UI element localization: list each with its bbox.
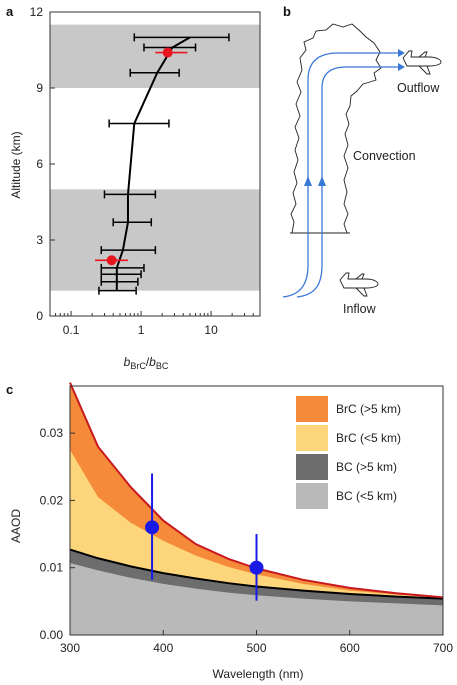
profile-errorbar-10 xyxy=(133,33,230,42)
c-y-tick-label-1: 0.01 xyxy=(40,561,64,575)
profile-errorbar-6 xyxy=(103,190,157,199)
profile-errorbar-5 xyxy=(112,218,153,227)
arrowhead-up-left xyxy=(304,176,312,186)
label-convection: Convection xyxy=(353,149,416,163)
arrowhead-outflow-upper xyxy=(398,49,405,57)
c-x-tick-label-3: 600 xyxy=(340,641,360,655)
c-x-tick-label-0: 300 xyxy=(60,641,80,655)
x-label-main-2: b xyxy=(149,355,156,369)
x-tick-label-1: 1 xyxy=(138,323,145,337)
y-tick-label-2: 6 xyxy=(36,157,43,171)
profile-errorbar-4 xyxy=(100,246,157,255)
inflow-arrow-inner xyxy=(296,66,398,298)
legend-label-2: BC (>5 km) xyxy=(336,460,397,474)
legend-label-3: BC (<5 km) xyxy=(336,489,397,503)
ratio-profile xyxy=(98,33,230,295)
panel-a-axes: 0 3 6 9 12 0.1 1 10 xyxy=(30,5,261,337)
x-tick-label-0: 0.1 xyxy=(63,323,80,337)
x-axis-label-wavelength: Wavelength (nm) xyxy=(213,667,304,681)
convective-cloud-outline xyxy=(290,23,382,234)
y-axis-label-aaod: AAOD xyxy=(9,509,23,543)
c-y-tick-label-3: 0.03 xyxy=(40,426,64,440)
red-points xyxy=(95,47,188,266)
altitude-band-0 xyxy=(50,189,260,291)
blue-marker-1 xyxy=(249,534,264,601)
legend: BrC (>5 km) BrC (<5 km) BC (>5 km) BC (<5 k… xyxy=(296,396,401,509)
airplane-icon-inflow xyxy=(339,272,379,297)
label-inflow: Inflow xyxy=(343,302,377,316)
panel-c-axes: 0.00 0.01 0.02 0.03 300 400 500 600 700 xyxy=(40,385,453,655)
legend-swatch-2 xyxy=(296,454,328,480)
red-point-0 xyxy=(95,255,128,266)
red-point-1 xyxy=(155,47,188,58)
blue-markers xyxy=(145,473,264,601)
panel-b-convection-diagram: Outflow Convection Inflow xyxy=(282,23,442,316)
airplane-icon-outflow xyxy=(402,50,442,75)
x-axis-label-ratio: bBrC/bBC xyxy=(124,355,169,371)
profile-errorbar-7 xyxy=(108,119,170,128)
c-y-tick-label-2: 0.02 xyxy=(40,493,64,507)
y-tick-label-3: 9 xyxy=(36,81,43,95)
panel-letter-a: a xyxy=(6,4,14,19)
arrowhead-up-right xyxy=(318,176,326,186)
profile-errorbar-0 xyxy=(98,286,137,295)
profile-errorbar-9 xyxy=(143,43,197,52)
x-label-main: b xyxy=(124,355,131,369)
aaod-lines xyxy=(69,382,444,600)
x-label-sep: / xyxy=(146,355,150,369)
c-x-tick-label-2: 500 xyxy=(246,641,266,655)
legend-swatch-1 xyxy=(296,425,328,451)
y-tick-label-0: 0 xyxy=(36,309,43,323)
blue-marker-0 xyxy=(145,473,160,580)
y-tick-label-4: 12 xyxy=(30,5,44,19)
arrowhead-outflow-lower xyxy=(398,63,405,71)
panel-letter-c: c xyxy=(6,382,13,397)
bc-total-line xyxy=(69,548,444,600)
inflow-arrow-outer xyxy=(282,52,398,298)
c-y-tick-label-0: 0.00 xyxy=(40,628,64,642)
y-axis-label-altitude: Altitude (km) xyxy=(9,131,23,198)
label-outflow: Outflow xyxy=(397,81,440,95)
c-x-tick-label-1: 400 xyxy=(153,641,173,655)
altitude-bands xyxy=(50,24,260,291)
y-tick-label-1: 3 xyxy=(36,233,43,247)
profile-errorbar-3 xyxy=(100,263,145,272)
x-label-sub2: BC xyxy=(156,361,169,371)
total-aaod-line xyxy=(69,382,444,599)
x-label-sub1: BrC xyxy=(130,361,146,371)
profile-errorbar-8 xyxy=(129,68,180,77)
profile-errorbar-1 xyxy=(100,277,139,286)
legend-swatch-0 xyxy=(296,396,328,422)
c-x-tick-label-4: 700 xyxy=(433,641,453,655)
legend-label-1: BrC (<5 km) xyxy=(336,431,401,445)
panel-c-aaod-chart: 0.00 0.01 0.02 0.03 300 400 500 600 700 BrC (>5 … xyxy=(9,382,453,681)
x-tick-label-2: 10 xyxy=(204,323,218,337)
legend-label-0: BrC (>5 km) xyxy=(336,402,401,416)
legend-swatch-3 xyxy=(296,483,328,509)
panel-letter-b: b xyxy=(283,4,291,19)
